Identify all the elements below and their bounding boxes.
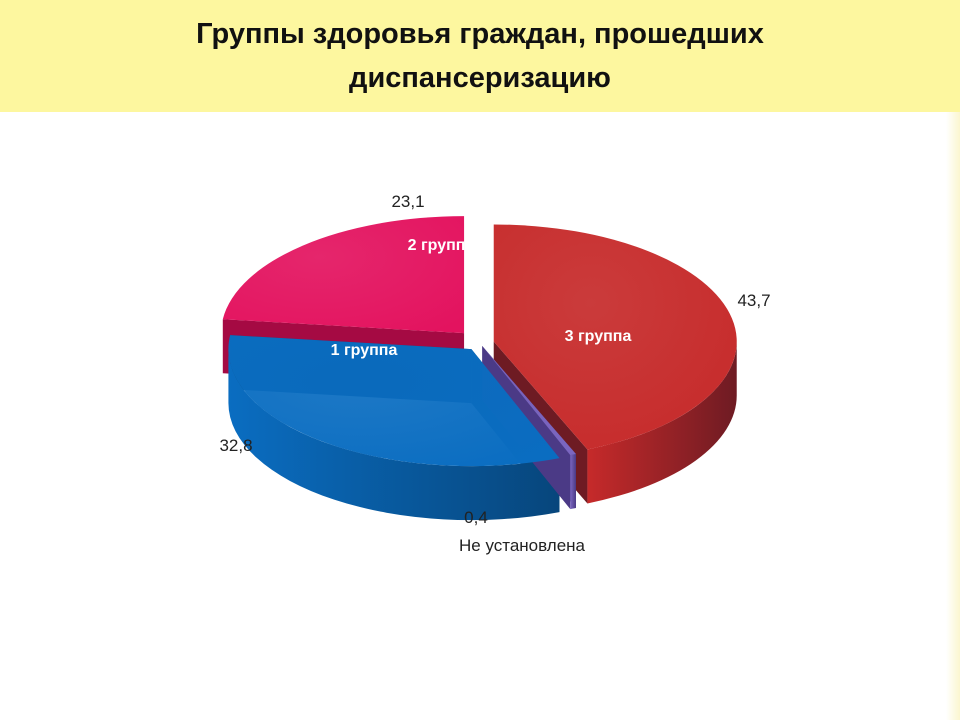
pie-slice-3-группа <box>493 224 737 450</box>
pie-slice-3-группа-side <box>587 341 737 504</box>
chart-title: Группы здоровья граждан, прошедших диспа… <box>196 18 764 94</box>
data-label-2-группа: 23,1 <box>391 192 424 211</box>
slice-label-3-группа: 3 группа <box>565 328 632 345</box>
data-label-1-группа: 32,8 <box>219 436 252 455</box>
pie-slice-не-установлена <box>482 346 576 456</box>
pie-slice-не-установлена-side <box>570 454 576 510</box>
slice-label-1-группа: 1 группа <box>331 342 398 359</box>
title-banner: Группы здоровья граждан, прошедших диспа… <box>0 0 960 112</box>
pie-slice-1-группа <box>228 335 560 467</box>
data-label-3-группа: 43,7 <box>737 291 770 310</box>
pie-slice-1-группа-side <box>228 349 560 521</box>
slice-label-2-группа: 2 группа <box>408 237 475 254</box>
data-label-не-установлена: 0,4 <box>464 508 488 527</box>
category-label-ne-ustanovlena: Не установлена <box>459 536 586 555</box>
decorative-edge <box>946 112 960 720</box>
pie-slice-2-группа <box>222 216 465 334</box>
